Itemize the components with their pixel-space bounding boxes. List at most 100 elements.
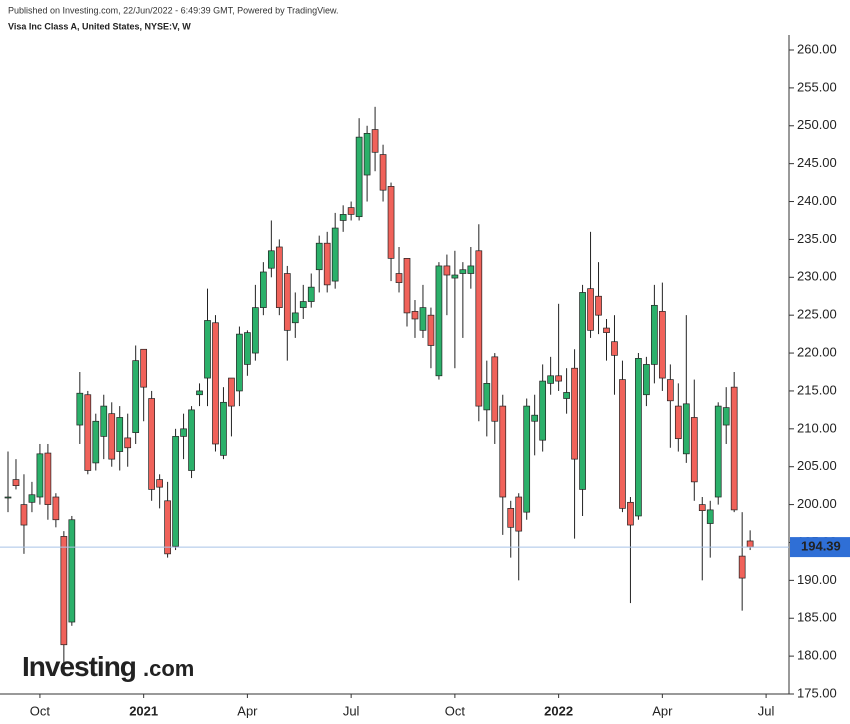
candle-body — [611, 341, 618, 356]
y-tick-label: 260.00 — [797, 41, 837, 56]
y-tick-label: 235.00 — [797, 231, 837, 246]
x-tick-label: Oct — [445, 703, 466, 718]
candle-body — [196, 390, 203, 396]
published-note: Published on Investing.com, 22/Jun/2022 … — [8, 5, 339, 15]
candle-body — [172, 436, 179, 547]
candle-body — [483, 383, 491, 411]
candle-body — [68, 519, 76, 623]
y-tick-label: 210.00 — [797, 420, 837, 435]
candle-body — [643, 364, 650, 396]
x-tick-label: 2021 — [129, 703, 158, 718]
candle-body — [459, 269, 467, 274]
x-tick-label: Apr — [237, 703, 258, 718]
candle-body — [443, 265, 451, 276]
candle-body — [674, 405, 682, 440]
candle-body — [20, 504, 28, 526]
candle-body — [427, 314, 435, 346]
y-tick-label: 205.00 — [797, 458, 837, 473]
candle-body — [76, 392, 84, 426]
chart-title: Visa Inc Class A, United States, NYSE:V,… — [8, 21, 191, 31]
candle-body — [44, 452, 52, 505]
y-tick-label: 245.00 — [797, 155, 837, 170]
candle-body — [499, 405, 507, 498]
candle-body — [275, 246, 283, 308]
y-tick-label: 230.00 — [797, 269, 837, 284]
logo: Investing — [22, 651, 136, 682]
candle-body — [371, 129, 379, 153]
candle-body — [651, 304, 658, 365]
candle-body — [132, 360, 140, 433]
x-tick-label: Oct — [30, 703, 51, 718]
candle-body — [531, 414, 539, 422]
candle-body — [267, 250, 275, 269]
candle-body — [659, 311, 666, 379]
candle-body — [666, 379, 674, 402]
candle-body — [579, 292, 586, 490]
candle-body — [339, 214, 347, 221]
candle-body — [714, 405, 722, 498]
candle-body — [682, 403, 690, 455]
x-tick-label: Jul — [343, 703, 360, 718]
candle-body — [738, 555, 746, 579]
candle-body — [84, 394, 92, 471]
candle-body — [387, 186, 395, 259]
candle-body — [156, 479, 163, 488]
candle-body — [228, 377, 235, 407]
y-tick-label: 240.00 — [797, 193, 837, 208]
candle-body — [619, 379, 626, 509]
y-tick-label: 190.00 — [797, 572, 837, 587]
candle-body — [539, 380, 547, 441]
candle-body — [220, 401, 227, 456]
y-tick-label: 220.00 — [797, 344, 837, 359]
candle-body — [323, 242, 331, 286]
candle-body — [555, 375, 562, 382]
y-tick-label: 180.00 — [797, 648, 837, 663]
candle-body — [571, 367, 578, 460]
candle-body — [363, 132, 371, 176]
y-tick-label: 215.00 — [797, 382, 837, 397]
candle-body — [283, 273, 291, 331]
candle-body — [164, 500, 171, 555]
last-price-box — [790, 537, 850, 558]
candle-body — [403, 258, 411, 314]
candle-body — [635, 358, 642, 517]
y-tick-label: 255.00 — [797, 79, 837, 94]
candle-body — [475, 250, 483, 407]
candle-body — [355, 136, 363, 218]
candle-body — [92, 420, 100, 464]
candle-body — [627, 501, 634, 526]
candle-body — [291, 312, 299, 324]
candle-body — [299, 301, 307, 308]
candle-body — [451, 274, 459, 279]
candle-body — [188, 409, 195, 471]
candle-body — [4, 496, 12, 499]
candle-body — [60, 536, 68, 646]
candle-body — [515, 496, 523, 532]
candle-body — [547, 375, 554, 384]
candle-body — [722, 407, 730, 426]
candle-body — [435, 265, 443, 377]
candle-body — [347, 207, 355, 215]
candle-body — [28, 494, 36, 503]
candle-body — [12, 479, 20, 486]
candle-body — [331, 227, 339, 282]
candle-body — [244, 332, 251, 365]
candle-body — [690, 417, 698, 483]
candle-body — [36, 453, 44, 498]
candle-body — [180, 428, 187, 437]
candle-body — [100, 405, 108, 437]
candle-body — [108, 413, 116, 460]
plot-area — [0, 106, 789, 664]
candle-body — [252, 307, 259, 354]
candle-body — [587, 288, 594, 331]
last-price-label: 194.39 — [801, 539, 841, 554]
x-tick-label: Jul — [758, 703, 775, 718]
candle-body — [467, 265, 475, 274]
candle-body — [523, 405, 531, 513]
candle-body — [315, 242, 323, 271]
candle-body — [236, 333, 243, 392]
candle-body — [411, 311, 419, 320]
candle-body — [563, 392, 570, 399]
candle-body — [698, 504, 706, 512]
